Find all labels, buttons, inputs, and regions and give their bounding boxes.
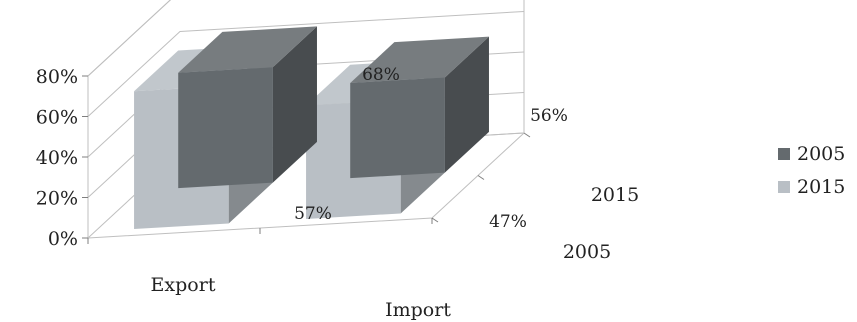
legend-item-2015: 2015 (778, 170, 845, 203)
data-label: 47% (489, 212, 527, 232)
gridline (87, 0, 171, 77)
y-tick-label: 0% (48, 228, 78, 250)
depth-tick-mark (477, 175, 485, 180)
legend-swatch-2015 (778, 180, 790, 193)
x-category-label: Export (151, 274, 216, 296)
chart-legend: 2005 2015 (778, 137, 845, 203)
chart-bars (134, 26, 489, 229)
legend-swatch-2005 (778, 147, 790, 160)
y-tick-label: 40% (36, 147, 78, 169)
depth-axis-label: 2005 (563, 241, 611, 263)
legend-label-2005: 2005 (797, 142, 846, 165)
x-category-label: Import (385, 299, 451, 321)
bar-2005-import (350, 36, 489, 179)
legend-label-2015: 2015 (797, 175, 846, 198)
depth-tick-mark (523, 132, 531, 138)
depth-tick-mark (431, 217, 439, 223)
data-label: 57% (294, 204, 332, 224)
y-tick-label: 80% (36, 66, 78, 88)
bar-2005-export (178, 26, 317, 189)
y-tick-label: 60% (36, 107, 78, 129)
legend-item-2005: 2005 (778, 137, 845, 170)
data-label: 68% (362, 65, 400, 85)
chart-labels: 0% 20% 40% 60% 80% Export Import 2005 2015 68% 56%… (36, 65, 639, 321)
y-tick-label: 20% (36, 188, 78, 210)
gridline (87, 11, 525, 117)
depth-axis-label: 2015 (591, 184, 639, 206)
data-label: 56% (530, 106, 568, 126)
